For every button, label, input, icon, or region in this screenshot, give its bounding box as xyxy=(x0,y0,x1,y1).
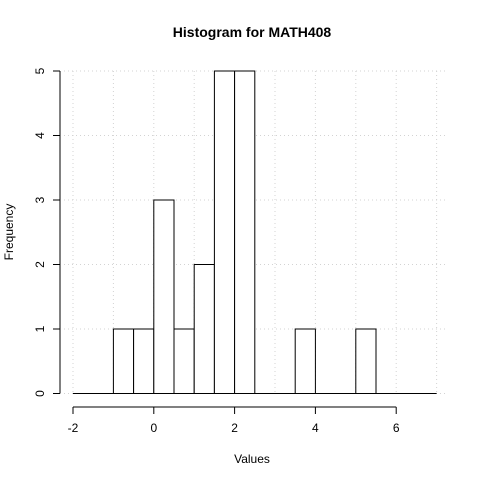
x-tick-label: 2 xyxy=(231,421,238,435)
x-axis-label: Values xyxy=(234,452,270,466)
histogram-bar xyxy=(112,328,135,394)
y-tick-label: 1 xyxy=(33,325,47,332)
histogram-bar xyxy=(133,328,155,394)
x-tick-label: 0 xyxy=(150,421,157,435)
bars xyxy=(112,70,377,394)
y-axis-label: Frequency xyxy=(2,204,16,261)
histogram-bar xyxy=(213,70,236,394)
x-tick-label: -2 xyxy=(68,421,79,435)
y-axis: 0 1 2 3 4 5 xyxy=(33,67,61,397)
histogram-bar xyxy=(355,328,377,394)
histogram-bar xyxy=(193,264,215,394)
chart-title: Histogram for MATH408 xyxy=(173,24,332,40)
x-tick-label: 4 xyxy=(312,421,319,435)
histogram-bar xyxy=(294,328,316,394)
y-tick-label: 3 xyxy=(33,196,47,203)
histogram-bar xyxy=(173,328,195,394)
x-tick-label: 6 xyxy=(393,421,400,435)
x-axis: -2 0 2 4 6 xyxy=(68,406,400,435)
y-tick-label: 2 xyxy=(33,261,47,268)
y-tick-label: 4 xyxy=(33,132,47,139)
y-tick-label: 0 xyxy=(33,390,47,397)
histogram-bar xyxy=(234,70,256,394)
y-tick-label: 5 xyxy=(33,67,47,74)
histogram-bar xyxy=(153,199,175,394)
